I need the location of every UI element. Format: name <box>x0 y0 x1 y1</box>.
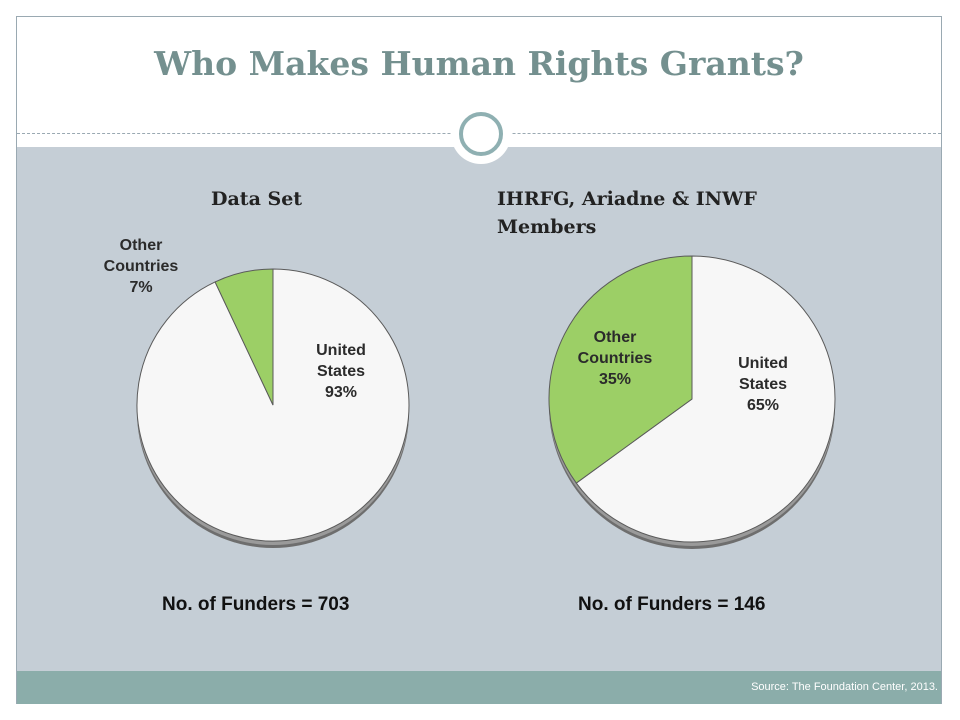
circle-ornament-icon <box>451 104 511 164</box>
chart-2-title-line2: Members <box>497 216 597 238</box>
pie-1-label-0: United States 93% <box>316 342 366 401</box>
source-note: Source: The Foundation Center, 2013. <box>751 681 938 693</box>
pie-chart-1: United States 93% Other Countries 7% <box>104 237 410 548</box>
pie-2-label-0: United States 65% <box>738 355 788 414</box>
pie-2-label-1: Other Countries 35% <box>578 329 653 388</box>
slide-footer <box>17 671 941 704</box>
pie-1-label-1: Other Countries 7% <box>104 237 179 296</box>
pie-2-slice-1 <box>548 255 693 484</box>
chart-2-title: IHRFG, Ariadne & INWF Members <box>497 185 757 241</box>
chart-1-title: Data Set <box>211 188 303 210</box>
slide-title: Who Makes Human Rights Grants? <box>154 44 804 83</box>
chart-2-title-line1: IHRFG, Ariadne & INWF <box>497 188 757 210</box>
chart-1-funders-count: No. of Funders = 703 <box>162 594 350 615</box>
pie-2-slice-0 <box>575 255 836 543</box>
pie-chart-2: United States 65% Other Countries 35% <box>548 255 836 549</box>
chart-2-funders-count: No. of Funders = 146 <box>578 594 766 615</box>
pie-1-slice-1 <box>214 268 274 406</box>
